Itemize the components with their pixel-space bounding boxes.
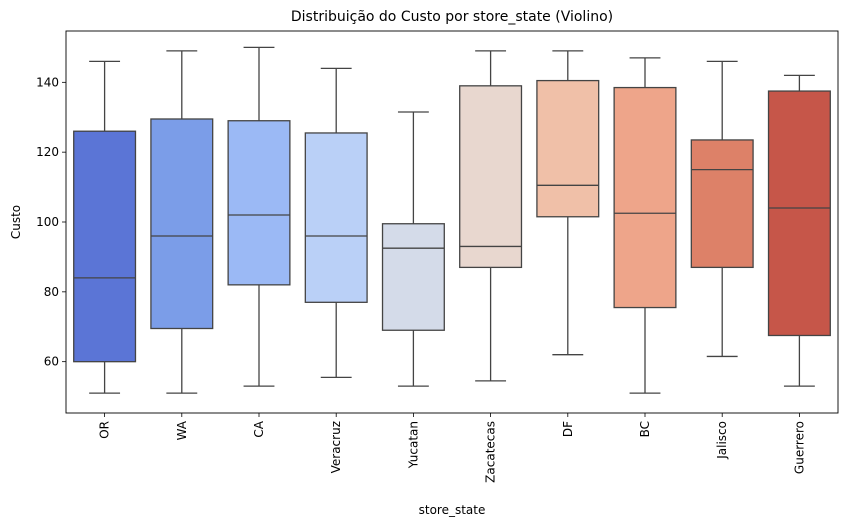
x-axis-title: store_state (419, 503, 486, 517)
y-tick-label: 60 (44, 355, 59, 369)
x-tick-label: Yucatan (406, 421, 420, 469)
x-tick-label: Guerrero (792, 421, 806, 474)
box-jalisco (690, 139, 754, 269)
box-ca (227, 120, 291, 286)
box-zacatecas (459, 85, 523, 269)
box-wa (150, 118, 214, 330)
x-tick-label: CA (252, 420, 266, 437)
box-or (73, 130, 137, 363)
x-tick-label: Jalisco (715, 421, 729, 460)
x-tick-label: BC (638, 421, 652, 437)
x-tick-label: WA (175, 420, 189, 440)
y-tick-label: 100 (36, 215, 59, 229)
box-df (536, 79, 600, 218)
plot-area: 60 80 100 120 140 OR WA CA Veracruz Yucatan Zacate… (36, 30, 839, 483)
plot-frame (65, 30, 839, 414)
y-tick-label: 140 (36, 75, 59, 89)
chart-title: Distribuição do Custo por store_state (V… (291, 9, 613, 25)
box-yucatan (381, 223, 445, 331)
x-tick-label: Zacatecas (484, 421, 498, 483)
box-veracruz (304, 132, 368, 303)
y-axis-title: Custo (9, 205, 23, 239)
y-tick-label: 120 (36, 145, 59, 159)
y-tick-label: 80 (44, 285, 59, 299)
box-bc (613, 86, 677, 309)
box-guerrero (767, 90, 831, 337)
x-tick-label: DF (561, 421, 575, 437)
x-tick-label: Veracruz (329, 421, 343, 473)
x-tick-label: OR (98, 421, 112, 439)
